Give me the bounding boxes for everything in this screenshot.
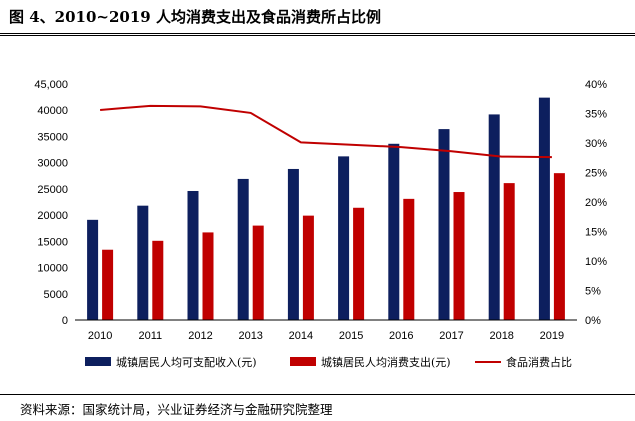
y-right-tick-label: 5% xyxy=(585,286,601,298)
bar-expense xyxy=(553,173,565,320)
title-rule xyxy=(0,33,635,34)
bar-income xyxy=(388,143,400,320)
bar-income xyxy=(287,168,299,320)
bar-expense xyxy=(403,198,415,320)
x-tick-label: 2011 xyxy=(138,330,162,342)
x-tick-label: 2010 xyxy=(88,330,112,342)
y-right-tick-label: 20% xyxy=(585,197,607,209)
x-tick-label: 2018 xyxy=(489,330,513,342)
legend-label: 城镇居民人均可支配收入(元) xyxy=(116,355,257,369)
x-tick-label: 2013 xyxy=(238,330,262,342)
bar-expense xyxy=(102,249,114,320)
y-right-tick-label: 10% xyxy=(585,256,607,268)
x-tick-label: 2014 xyxy=(289,330,313,342)
y-right-tick-label: 25% xyxy=(585,168,607,180)
bar-income xyxy=(338,156,350,320)
bar-expense xyxy=(252,225,264,320)
bar-expense xyxy=(152,240,164,320)
bar-income xyxy=(87,219,99,320)
y-right-tick-label: 0% xyxy=(585,315,601,327)
y-left-tick-label: 40000 xyxy=(37,105,68,117)
y-left-tick-label: 20000 xyxy=(37,210,68,222)
food-share-line xyxy=(100,104,552,159)
y-left-tick-label: 45,000 xyxy=(34,79,68,91)
bar-expense xyxy=(453,192,465,320)
legend-label: 食品消费占比 xyxy=(506,355,572,369)
y-left-tick-label: 25000 xyxy=(37,184,68,196)
source-note: 资料来源：国家统计局，兴业证券经济与金融研究院整理 xyxy=(20,402,333,417)
y-right-tick-label: 35% xyxy=(585,109,607,121)
bar-expense xyxy=(503,183,515,320)
bar-income xyxy=(137,205,149,320)
legend-swatch xyxy=(85,357,111,366)
y-left-tick-label: 5000 xyxy=(44,289,68,301)
bar-income xyxy=(187,190,199,320)
bar-expense xyxy=(302,215,314,320)
bar-expense xyxy=(353,207,365,320)
bar-income xyxy=(237,178,249,320)
legend-label: 城镇居民人均消费支出(元) xyxy=(321,355,451,369)
y-left-tick-label: 35000 xyxy=(37,131,68,143)
x-tick-label: 2016 xyxy=(389,330,413,342)
bar-income xyxy=(438,129,450,320)
x-tick-label: 2015 xyxy=(339,330,363,342)
bar-expense xyxy=(202,232,214,320)
bar-income xyxy=(538,97,550,320)
source-rule xyxy=(0,394,635,395)
y-left-tick-label: 0 xyxy=(62,315,68,327)
y-right-tick-label: 15% xyxy=(585,227,607,239)
y-right-tick-label: 40% xyxy=(585,79,607,91)
y-right-tick-label: 30% xyxy=(585,138,607,150)
combo-chart: 0 5000 10000 15000 20000 25000 30000 35000 40000… xyxy=(34,79,607,369)
bar-income xyxy=(488,114,500,320)
chart-title: 图 4、2010~2019 人均消费支出及食品消费所占比例 xyxy=(9,8,381,26)
x-tick-label: 2012 xyxy=(188,330,212,342)
y-left-tick-label: 15000 xyxy=(37,236,68,248)
legend-swatch xyxy=(290,357,316,366)
y-left-tick-label: 10000 xyxy=(37,263,68,275)
x-tick-label: 2019 xyxy=(540,330,564,342)
x-tick-label: 2017 xyxy=(439,330,463,342)
title-rule-inner xyxy=(0,35,635,36)
y-left-tick-label: 30000 xyxy=(37,158,68,170)
